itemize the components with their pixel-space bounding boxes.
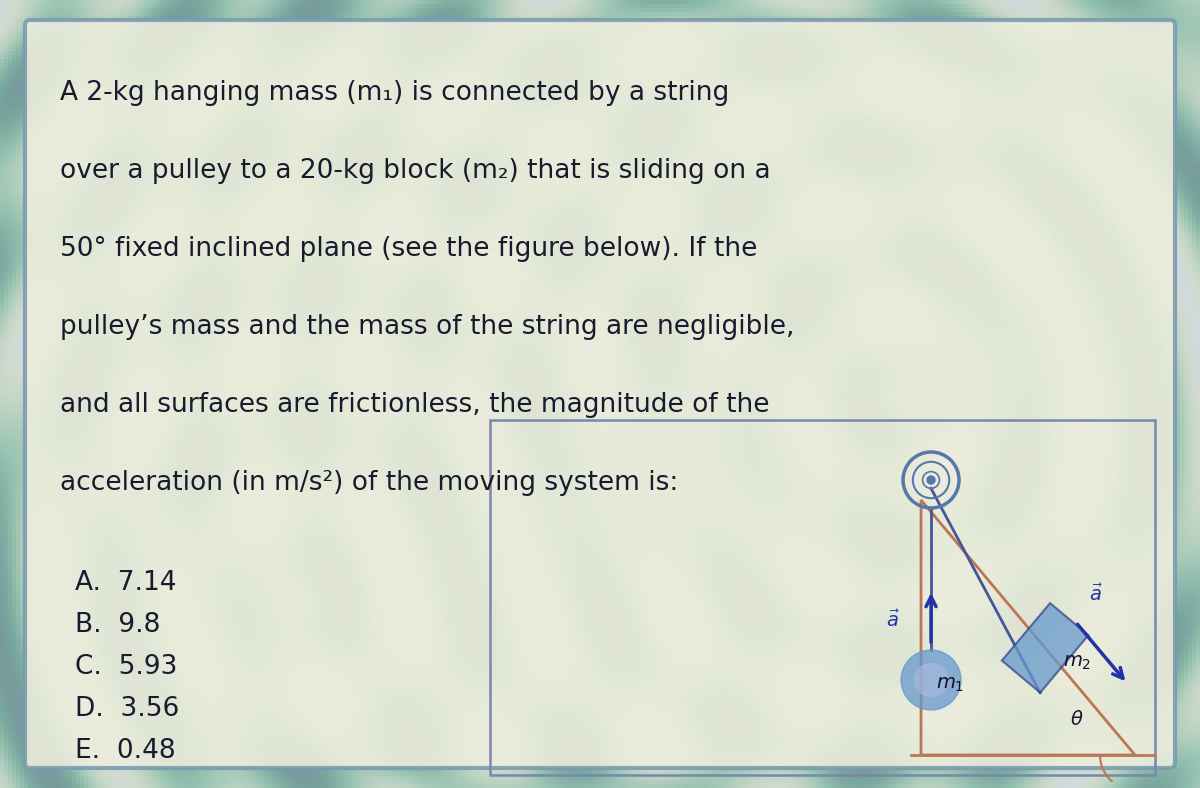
Circle shape (914, 663, 948, 697)
Text: A 2-kg hanging mass (m₁) is connected by a string: A 2-kg hanging mass (m₁) is connected by… (60, 80, 730, 106)
Text: C.  5.93: C. 5.93 (74, 654, 178, 680)
Text: $\theta$: $\theta$ (1070, 710, 1084, 729)
Text: A.  7.14: A. 7.14 (74, 570, 176, 596)
Text: and all surfaces are frictionless, the magnitude of the: and all surfaces are frictionless, the m… (60, 392, 769, 418)
Text: $m_2$: $m_2$ (1063, 653, 1091, 672)
Polygon shape (1002, 603, 1088, 693)
Text: $\vec{a}$: $\vec{a}$ (1088, 584, 1103, 605)
Text: over a pulley to a 20-kg block (m₂) that is sliding on a: over a pulley to a 20-kg block (m₂) that… (60, 158, 770, 184)
Text: B.  9.8: B. 9.8 (74, 612, 161, 638)
Text: $\vec{a}$: $\vec{a}$ (886, 609, 900, 630)
Circle shape (928, 476, 935, 484)
Text: D.  3.56: D. 3.56 (74, 696, 179, 722)
Text: E.  0.48: E. 0.48 (74, 738, 175, 764)
Text: acceleration (in m/s²) of the moving system is:: acceleration (in m/s²) of the moving sys… (60, 470, 678, 496)
Text: 50° fixed inclined plane (see the figure below). If the: 50° fixed inclined plane (see the figure… (60, 236, 757, 262)
FancyBboxPatch shape (25, 20, 1175, 768)
Text: pulley’s mass and the mass of the string are negligible,: pulley’s mass and the mass of the string… (60, 314, 794, 340)
Circle shape (901, 650, 961, 710)
Bar (490, 420, 1154, 775)
Text: $m_1$: $m_1$ (936, 675, 965, 694)
